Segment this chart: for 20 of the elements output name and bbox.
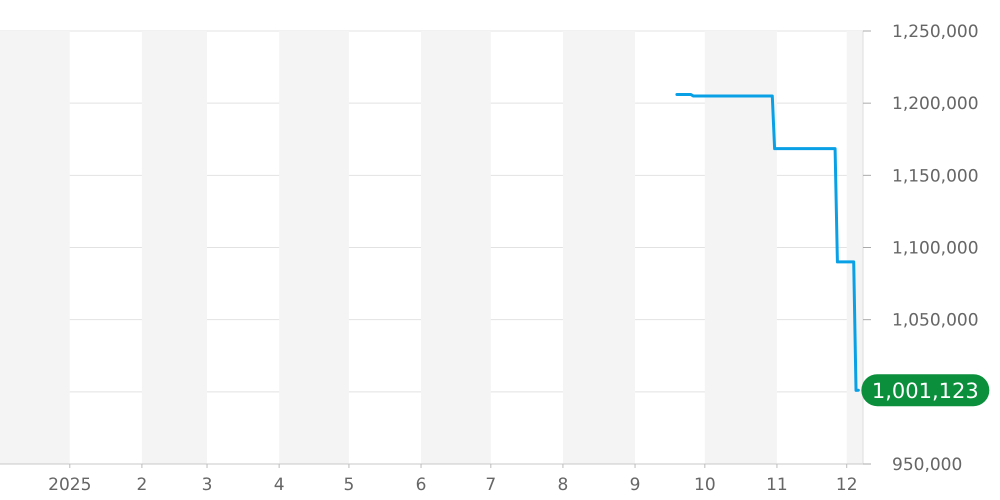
x-tick-label: 7 <box>485 475 496 496</box>
y-tick-label: 1,100,000 <box>892 238 979 259</box>
data-label: 1,001,123 <box>872 378 979 403</box>
x-tick-label: 10 <box>694 475 716 496</box>
x-tick-label: 2 <box>136 475 148 496</box>
x-tick-label: 5 <box>344 475 354 496</box>
x-tick-label: 8 <box>558 475 568 496</box>
x-tick-label: 2025 <box>48 475 92 496</box>
x-tick-label: 3 <box>202 475 212 496</box>
x-tick-label: 11 <box>766 475 788 496</box>
x-tick-label: 9 <box>630 475 640 496</box>
line-series <box>675 93 860 392</box>
x-tick-label: 4 <box>274 475 285 496</box>
y-tick-label: 950,000 <box>892 455 962 476</box>
y-tick-label: 1,250,000 <box>892 22 979 42</box>
x-tick-label: 6 <box>416 475 426 496</box>
x-tick-label: 12 <box>836 475 858 496</box>
y-tick-label: 1,050,000 <box>892 310 979 331</box>
y-tick-label: 1,200,000 <box>892 94 979 114</box>
y-tick-label: 1,150,000 <box>892 166 979 186</box>
